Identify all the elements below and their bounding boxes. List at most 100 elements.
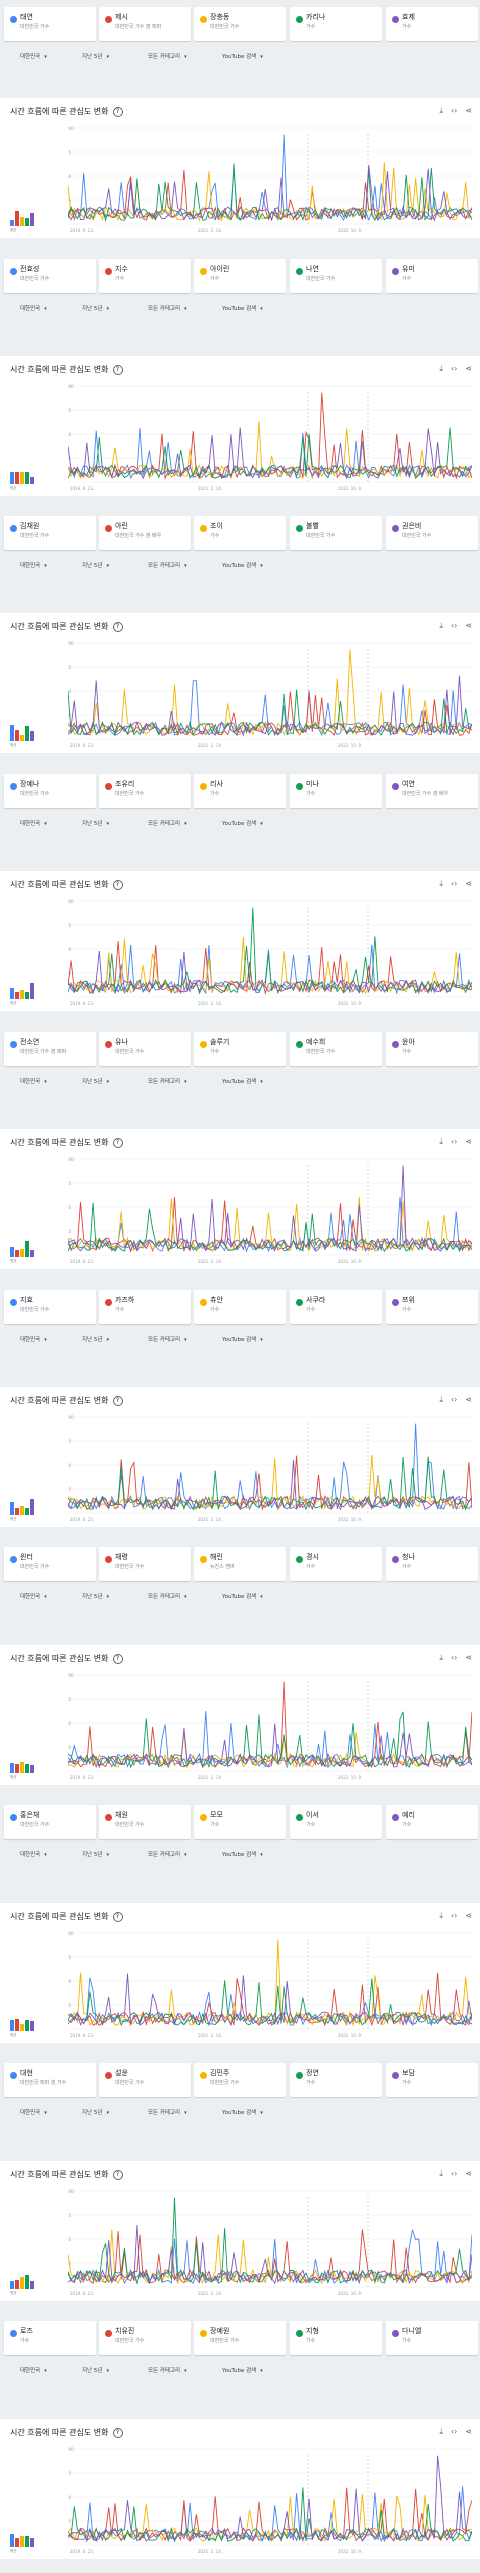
filter-region-dropdown[interactable]: 대한민국 ▾ [20, 1077, 47, 1085]
interest-line-chart[interactable]: 1007550252019. 6. 23.2021. 2. 14.2022. 1… [68, 639, 472, 751]
help-icon[interactable]: ? [112, 2169, 123, 2180]
term-card[interactable]: 로즈 가수 [4, 2321, 96, 2355]
help-icon[interactable]: ? [112, 106, 123, 117]
term-card[interactable]: 태연 대한민국 가수 [4, 7, 96, 41]
share-icon[interactable]: ⋖ [465, 621, 472, 630]
help-icon[interactable]: ? [112, 2427, 123, 2438]
share-icon[interactable]: ⋖ [465, 364, 472, 373]
interest-line-chart[interactable]: 1007550252019. 6. 23.2021. 2. 14.2022. 1… [68, 1155, 472, 1267]
help-icon[interactable]: ? [112, 621, 123, 632]
term-card[interactable]: 조이 가수 [194, 516, 286, 550]
filter-category-dropdown[interactable]: 모든 카테고리 ▾ [148, 1335, 187, 1343]
term-card[interactable]: 치유진 대한민국 가수 [99, 2321, 191, 2355]
interest-line-chart[interactable]: 1007550252019. 6. 23.2021. 2. 14.2022. 1… [68, 1671, 472, 1783]
filter-category-dropdown[interactable]: 모든 카테고리 ▾ [148, 304, 187, 312]
term-card[interactable]: 카즈하 가수 [99, 1290, 191, 1324]
filter-period-dropdown[interactable]: 지난 5년 ▾ [82, 1850, 109, 1858]
term-card[interactable]: 유미 가수 [386, 259, 478, 293]
term-card[interactable]: 아이린 가수 [194, 259, 286, 293]
download-icon[interactable]: ⤓ [439, 1395, 443, 1404]
download-icon[interactable]: ⤓ [439, 621, 443, 630]
interest-line-chart[interactable]: 1007550252019. 6. 23.2021. 2. 14.2022. 1… [68, 2187, 472, 2299]
filter-period-dropdown[interactable]: 지난 5년 ▾ [82, 2108, 109, 2116]
filter-period-dropdown[interactable]: 지난 5년 ▾ [82, 1335, 109, 1343]
term-card[interactable]: 제시 대한민국 가수 겸 래퍼 [99, 7, 191, 41]
term-card[interactable]: 정연 가수 [290, 2063, 382, 2097]
filter-category-dropdown[interactable]: 모든 카테고리 ▾ [148, 561, 187, 569]
term-card[interactable]: 예리 가수 [386, 1805, 478, 1839]
interest-line-chart[interactable]: 1007550252019. 6. 23.2021. 2. 14.2022. 1… [68, 382, 472, 494]
filter-category-dropdown[interactable]: 모든 카테고리 ▾ [148, 2108, 187, 2116]
term-card[interactable]: 대현 대한민국 래퍼 겸 가수 [4, 2063, 96, 2097]
download-icon[interactable]: ⤓ [439, 2169, 443, 2178]
filter-region-dropdown[interactable]: 대한민국 ▾ [20, 561, 47, 569]
filter-region-dropdown[interactable]: 대한민국 ▾ [20, 2108, 47, 2116]
term-card[interactable]: 이서 가수 [290, 1805, 382, 1839]
filter-search_type-dropdown[interactable]: YouTube 검색 ▾ [222, 561, 263, 569]
term-card[interactable]: 채원 대한민국 가수 [99, 1805, 191, 1839]
help-icon[interactable]: ? [112, 364, 123, 375]
term-card[interactable]: 권은비 대한민국 가수 [386, 516, 478, 550]
help-icon[interactable]: ? [112, 1137, 123, 1148]
embed-icon[interactable]: ‹› [450, 1137, 458, 1146]
filter-region-dropdown[interactable]: 대한민국 ▾ [20, 52, 47, 60]
term-card[interactable]: 보담 가수 [386, 2063, 478, 2097]
download-icon[interactable]: ⤓ [439, 1911, 443, 1920]
download-icon[interactable]: ⤓ [439, 1653, 443, 1662]
help-icon[interactable]: ? [112, 1911, 123, 1922]
term-card[interactable]: 지효 대한민국 가수 [4, 1290, 96, 1324]
share-icon[interactable]: ⋖ [465, 106, 472, 115]
interest-line-chart[interactable]: 1007550252019. 6. 23.2021. 2. 14.2022. 1… [68, 1929, 472, 2041]
share-icon[interactable]: ⋖ [465, 1911, 472, 1920]
filter-search_type-dropdown[interactable]: YouTube 검색 ▾ [222, 304, 263, 312]
interest-line-chart[interactable]: 1007550252019. 6. 23.2021. 2. 14.2022. 1… [68, 2445, 472, 2557]
filter-period-dropdown[interactable]: 지난 5년 ▾ [82, 1592, 109, 1600]
share-icon[interactable]: ⋖ [465, 2169, 472, 2178]
download-icon[interactable]: ⤓ [439, 106, 443, 115]
help-icon[interactable]: ? [112, 879, 123, 890]
filter-period-dropdown[interactable]: 지난 5년 ▾ [82, 2366, 109, 2374]
help-icon[interactable]: ? [112, 1653, 123, 1664]
term-card[interactable]: 장예나 대한민국 가수 [4, 774, 96, 808]
term-card[interactable]: 전효성 대한민국 가수 [4, 259, 96, 293]
filter-search_type-dropdown[interactable]: YouTube 검색 ▾ [222, 2366, 263, 2374]
filter-search_type-dropdown[interactable]: YouTube 검색 ▾ [222, 2108, 263, 2116]
term-card[interactable]: 사쿠라 가수 [290, 1290, 382, 1324]
filter-period-dropdown[interactable]: 지난 5년 ▾ [82, 52, 109, 60]
term-card[interactable]: 해린 뉴진스 멤버 [194, 1547, 286, 1581]
share-icon[interactable]: ⋖ [465, 1395, 472, 1404]
term-card[interactable]: 쯔위 가수 [386, 1290, 478, 1324]
term-card[interactable]: 리사 가수 [194, 774, 286, 808]
term-card[interactable]: 여연 대한민국 가수 겸 배우 [386, 774, 478, 808]
filter-search_type-dropdown[interactable]: YouTube 검색 ▾ [222, 1335, 263, 1343]
term-card[interactable]: 아린 대한민국 가수 겸 배우 [99, 516, 191, 550]
filter-region-dropdown[interactable]: 대한민국 ▾ [20, 819, 47, 827]
term-card[interactable]: 지형 가수 [290, 2321, 382, 2355]
embed-icon[interactable]: ‹› [450, 1653, 458, 1662]
term-card[interactable]: 채령 대한민국 가수 [99, 1547, 191, 1581]
term-card[interactable]: 김채원 대한민국 가수 [4, 516, 96, 550]
filter-period-dropdown[interactable]: 지난 5년 ▾ [82, 561, 109, 569]
term-card[interactable]: 예수희 대한민국 가수 [290, 1032, 382, 1066]
term-card[interactable]: 윤아 가수 [386, 1032, 478, 1066]
filter-category-dropdown[interactable]: 모든 카테고리 ▾ [148, 819, 187, 827]
embed-icon[interactable]: ‹› [450, 1911, 458, 1920]
interest-line-chart[interactable]: 1007550252019. 6. 23.2021. 2. 14.2022. 1… [68, 124, 472, 236]
filter-search_type-dropdown[interactable]: YouTube 검색 ▾ [222, 819, 263, 827]
embed-icon[interactable]: ‹› [450, 1395, 458, 1404]
download-icon[interactable]: ⤓ [439, 879, 443, 888]
filter-category-dropdown[interactable]: 모든 카테고리 ▾ [148, 52, 187, 60]
term-card[interactable]: 모모 가수 [194, 1805, 286, 1839]
term-card[interactable]: 볼빨 대한민국 가수 [290, 516, 382, 550]
filter-period-dropdown[interactable]: 지난 5년 ▾ [82, 819, 109, 827]
interest-line-chart[interactable]: 1007550252019. 6. 23.2021. 2. 14.2022. 1… [68, 897, 472, 1009]
term-card[interactable]: 유나 대한민국 가수 [99, 1032, 191, 1066]
term-card[interactable]: 설윤 대한민국 가수 [99, 2063, 191, 2097]
term-card[interactable]: 미나 가수 [290, 774, 382, 808]
term-card[interactable]: 청나 가수 [386, 1547, 478, 1581]
term-card[interactable]: 김민주 대한민국 가수 [194, 2063, 286, 2097]
term-card[interactable]: 나연 대한민국 가수 [290, 259, 382, 293]
filter-search_type-dropdown[interactable]: YouTube 검색 ▾ [222, 1592, 263, 1600]
term-card[interactable]: 카리나 가수 [290, 7, 382, 41]
term-card[interactable]: 조유리 대한민국 가수 [99, 774, 191, 808]
